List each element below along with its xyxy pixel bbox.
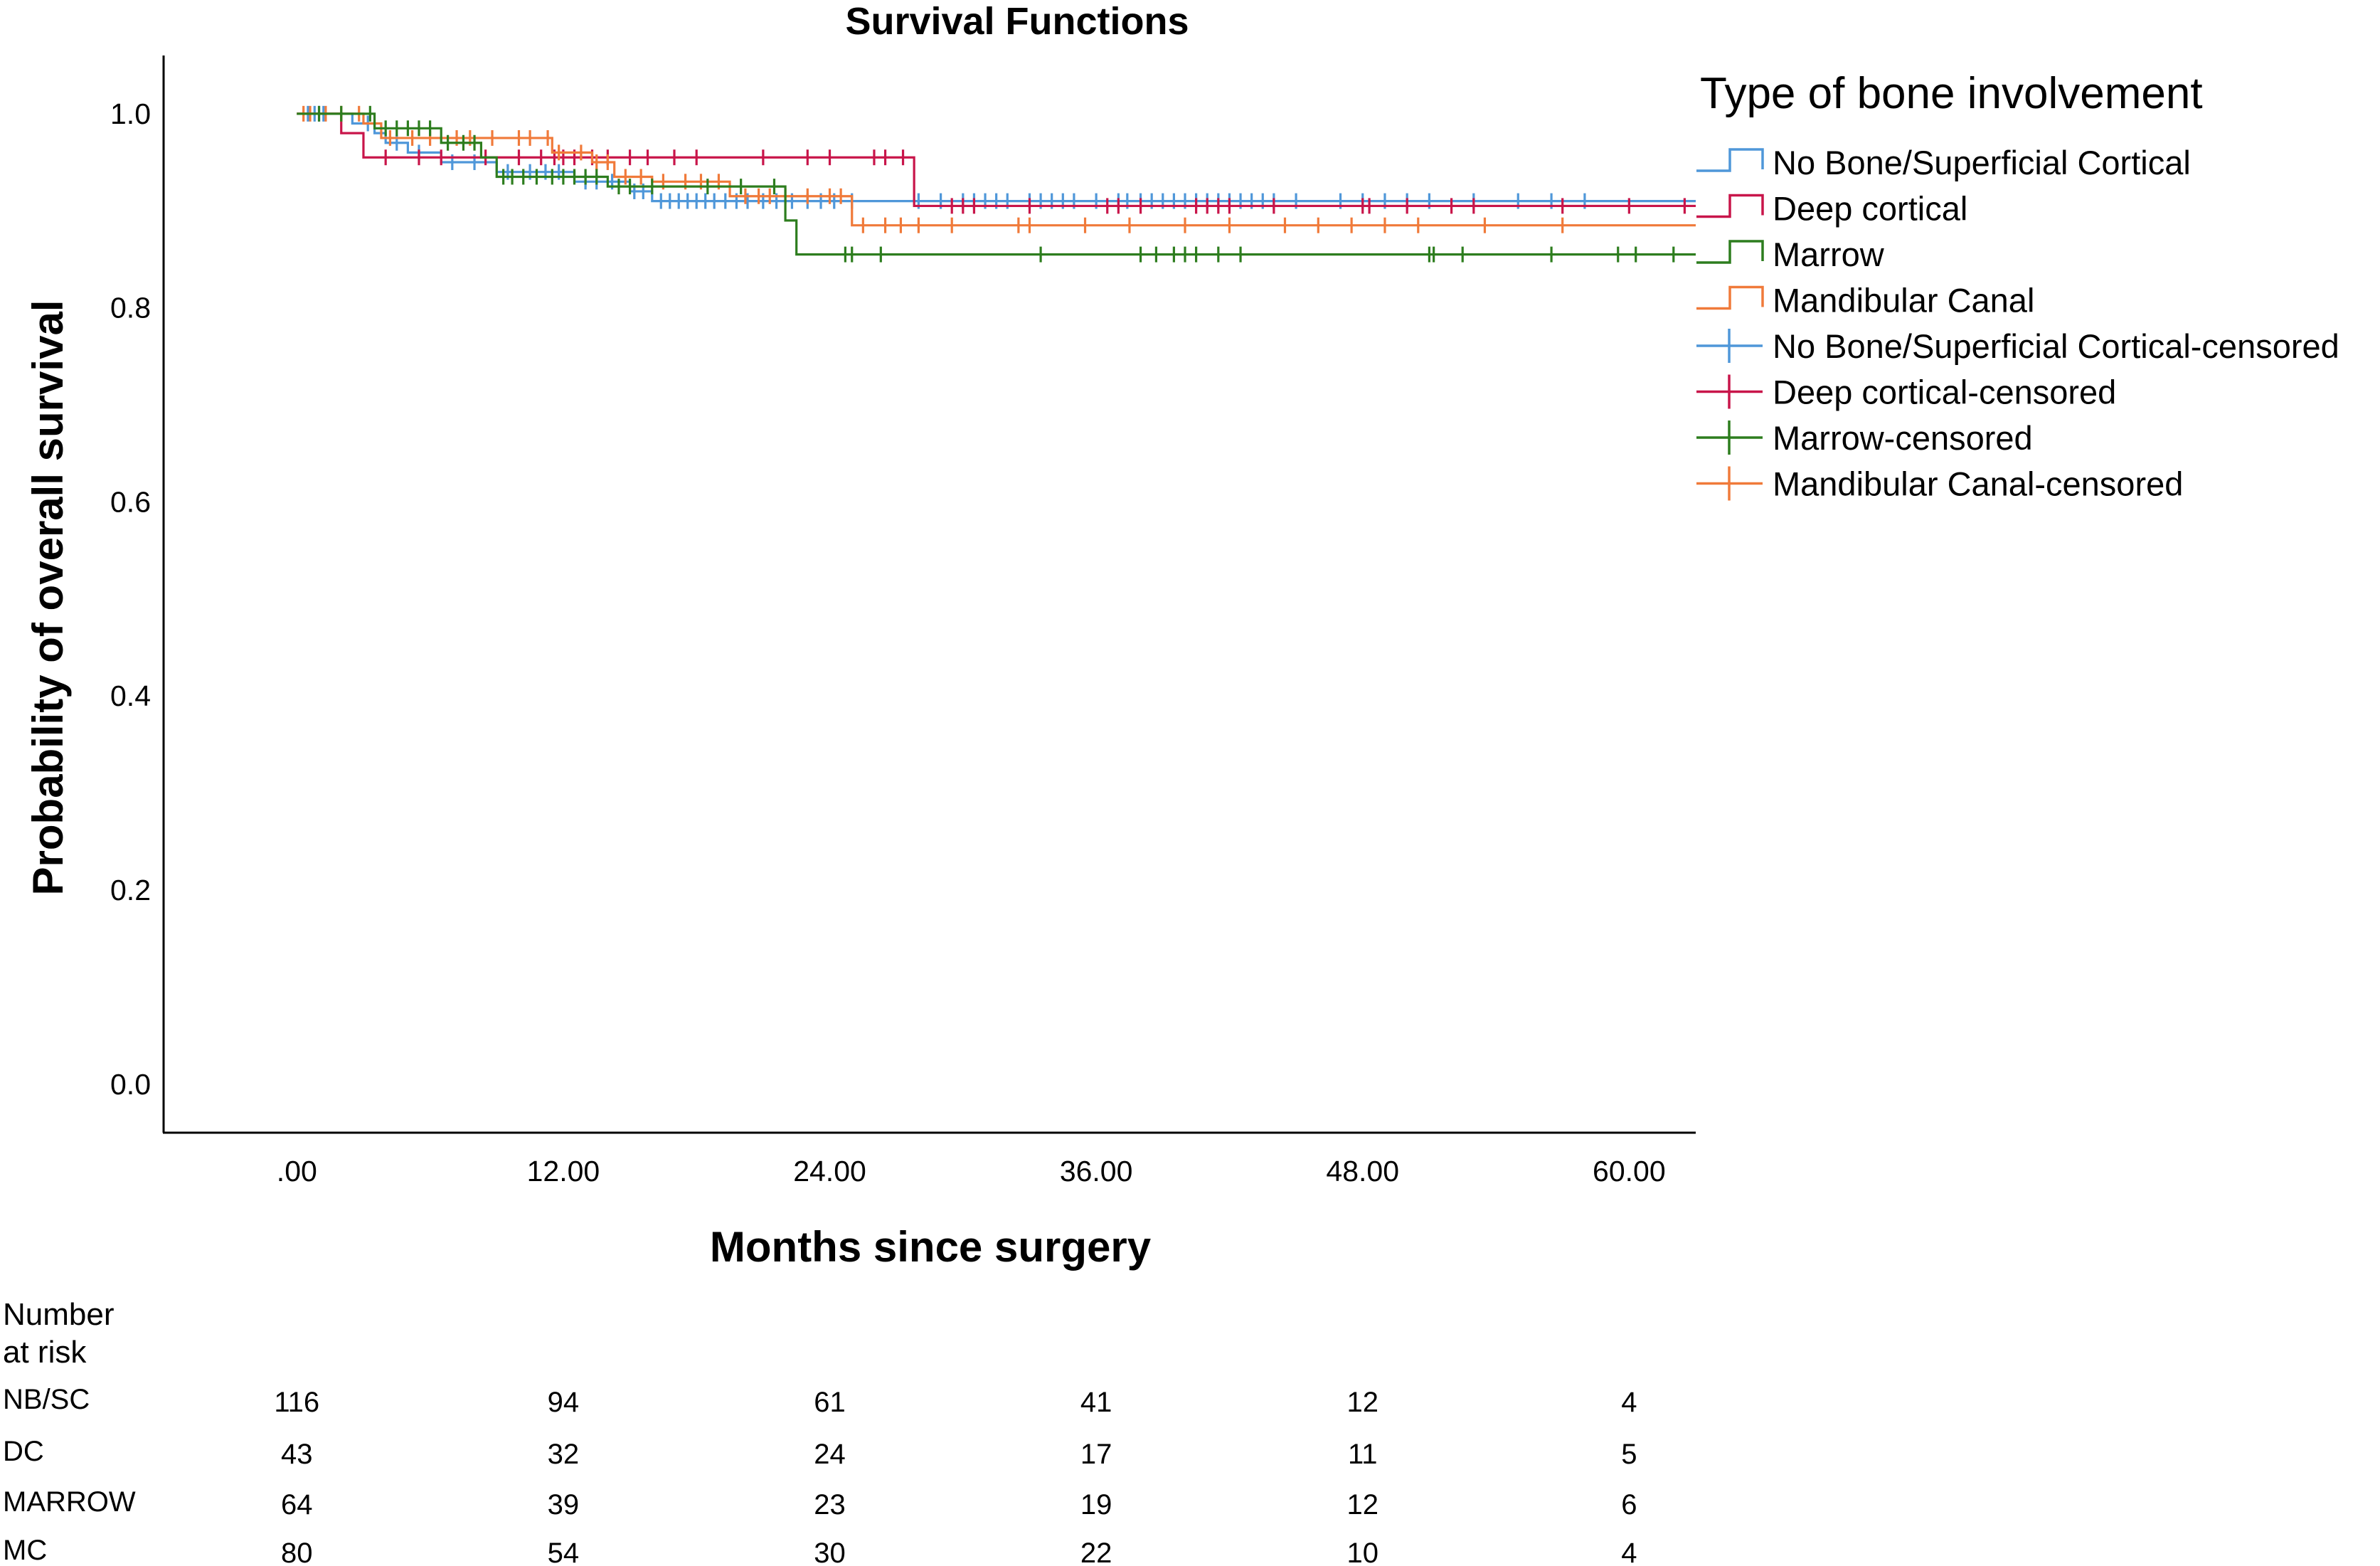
risk-value: 22 xyxy=(1080,1538,1112,1566)
legend-title: Type of bone involvement xyxy=(1700,69,2203,118)
legend: Type of bone involvement No Bone/Superfi… xyxy=(1696,69,2339,503)
risk-value: 39 xyxy=(548,1489,580,1520)
legend-entry: Deep cortical-censored xyxy=(1696,374,2116,411)
y-tick-label: 0.0 xyxy=(110,1068,151,1101)
risk-row-label: MARROW xyxy=(3,1486,136,1518)
legend-label: Deep cortical-censored xyxy=(1773,374,2116,411)
legend-entry: Mandibular Canal xyxy=(1696,282,2034,319)
legend-label: Mandibular Canal xyxy=(1773,282,2034,319)
risk-value: 6 xyxy=(1621,1489,1637,1520)
risk-value: 11 xyxy=(1348,1439,1378,1470)
legend-step-swatch xyxy=(1696,285,1764,310)
legend-step-swatch xyxy=(1696,194,1764,218)
legend-step-swatch xyxy=(1696,148,1764,172)
legend-label: Deep cortical xyxy=(1773,190,1967,228)
legend-label: Mandibular Canal-censored xyxy=(1773,465,2183,503)
legend-step-swatch xyxy=(1696,240,1764,264)
risk-value: 17 xyxy=(1080,1439,1112,1470)
survival-curve xyxy=(297,112,1696,208)
legend-label: No Bone/Superficial Cortical xyxy=(1773,144,2191,181)
risk-value: 61 xyxy=(814,1387,846,1418)
risk-value: 24 xyxy=(814,1439,846,1470)
risk-value: 12 xyxy=(1346,1387,1378,1418)
y-tick-label: 0.6 xyxy=(110,485,151,518)
x-axis-title: Months since surgery xyxy=(710,1223,1152,1271)
legend-entry: Marrow-censored xyxy=(1696,419,2033,457)
legend-entry: Deep cortical xyxy=(1696,190,1967,228)
y-tick-label: 1.0 xyxy=(110,97,151,130)
risk-value: 94 xyxy=(548,1387,580,1418)
legend-label: Marrow-censored xyxy=(1773,419,2033,457)
risk-table-header-line2: at risk xyxy=(3,1335,87,1370)
risk-value: 30 xyxy=(814,1538,846,1566)
x-tick-label: 12.00 xyxy=(527,1155,600,1187)
risk-value: 116 xyxy=(274,1387,319,1418)
chart-title: Survival Functions xyxy=(845,0,1189,43)
risk-table: Number at risk NB/SC 116 94 61 41 12 4DC 43 32 24… xyxy=(3,1297,1637,1566)
legend-entry: Mandibular Canal-censored xyxy=(1696,465,2183,503)
risk-value: 64 xyxy=(281,1489,313,1520)
y-tick-label: 0.4 xyxy=(110,679,151,712)
risk-value: 10 xyxy=(1346,1538,1378,1566)
risk-value: 5 xyxy=(1621,1439,1637,1470)
risk-value: 19 xyxy=(1080,1489,1112,1520)
risk-value: 32 xyxy=(548,1439,580,1470)
legend-entry: Marrow xyxy=(1696,236,1885,273)
y-tick-label: 0.2 xyxy=(110,874,151,906)
risk-value: 12 xyxy=(1346,1489,1378,1520)
x-tick-label: 48.00 xyxy=(1326,1155,1399,1187)
risk-row-label: NB/SC xyxy=(3,1384,90,1415)
legend-label: No Bone/Superficial Cortical-censored xyxy=(1773,327,2339,365)
legend-entry: No Bone/Superficial Cortical xyxy=(1696,144,2191,181)
risk-value: 54 xyxy=(548,1538,580,1566)
x-tick-label: 36.00 xyxy=(1060,1155,1133,1187)
legend-entry: No Bone/Superficial Cortical-censored xyxy=(1696,327,2339,365)
risk-value: 23 xyxy=(814,1489,846,1520)
risk-value: 4 xyxy=(1621,1538,1637,1566)
legend-label: Marrow xyxy=(1773,236,1885,273)
y-axis-title: Probability of overall survival xyxy=(24,300,72,896)
survival-curve xyxy=(297,112,1696,227)
y-tick-labels: 0.0 0.2 0.4 0.6 0.8 1.0 xyxy=(110,97,151,1101)
risk-table-header-line1: Number xyxy=(3,1297,115,1332)
x-tick-label: .00 xyxy=(277,1155,317,1187)
risk-value: 80 xyxy=(281,1538,313,1566)
survival-curve xyxy=(297,112,1696,256)
x-tick-label: 24.00 xyxy=(793,1155,866,1187)
risk-row-label: MC xyxy=(3,1535,47,1566)
x-tick-labels: .00 12.00 24.00 36.00 48.00 60.00 xyxy=(277,1155,1666,1187)
y-tick-label: 0.8 xyxy=(110,292,151,324)
x-tick-label: 60.00 xyxy=(1593,1155,1666,1187)
risk-value: 43 xyxy=(281,1439,313,1470)
plot-area xyxy=(297,105,1696,263)
risk-value: 41 xyxy=(1080,1387,1112,1418)
risk-row-label: DC xyxy=(3,1436,44,1467)
risk-value: 4 xyxy=(1621,1387,1637,1418)
